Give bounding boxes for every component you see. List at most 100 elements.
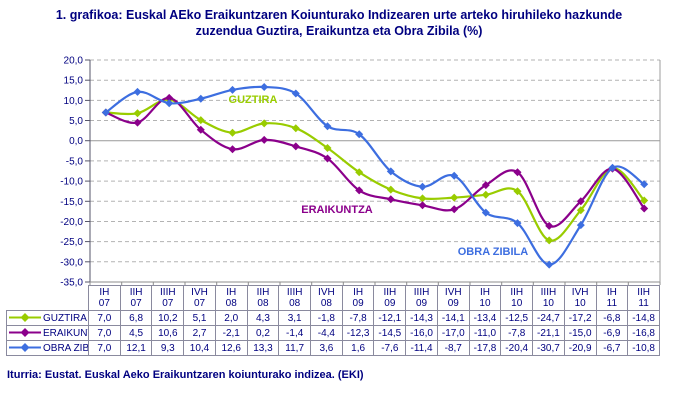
data-point-marker	[481, 208, 490, 217]
series-name: ERAIKUNTZA	[43, 327, 88, 339]
value-cell: -24,7	[532, 310, 565, 326]
column-header: IVH 10	[563, 285, 597, 311]
column-header: IVH 07	[183, 285, 216, 311]
source-note: Iturria: Eustat. Euskal Aeko Eraikuntzar…	[7, 369, 364, 381]
column-header: IIH 09	[373, 285, 407, 311]
data-point-marker	[640, 204, 649, 213]
legend-marker-icon	[9, 342, 41, 352]
column-header: IIIH 07	[151, 285, 185, 311]
value-cell: -12,3	[341, 325, 375, 341]
y-axis-label: -10,0	[60, 177, 83, 188]
data-point-marker	[450, 205, 459, 214]
series-line	[105, 96, 646, 228]
value-cell: 10,4	[183, 340, 216, 356]
y-axis-label: -35,0	[60, 278, 83, 289]
y-axis-label: -20,0	[60, 217, 83, 228]
series-label-eraikuntza: ERAIKUNTZA	[301, 204, 373, 216]
chart-title: 1. grafikoa: Euskal AEko Eraikuntzaren K…	[55, 8, 623, 38]
data-point-marker	[418, 201, 427, 210]
data-point-marker	[545, 260, 554, 269]
data-point-marker	[291, 89, 300, 98]
value-cell: 9,3	[151, 340, 185, 356]
value-cell: -14,8	[627, 310, 660, 326]
value-cell: -7,6	[373, 340, 407, 356]
data-point-marker	[133, 87, 142, 96]
series-name: GUZTIRA	[43, 312, 87, 324]
series-eraikuntza	[101, 93, 649, 230]
gridlines	[90, 59, 660, 263]
value-cell: 10,6	[151, 325, 185, 341]
column-header: IIIH 10	[532, 285, 565, 311]
data-point-marker	[513, 187, 522, 196]
data-point-marker	[291, 142, 300, 151]
table-row: OBRA ZIBILA7,012,19,310,412,613,311,73,6…	[6, 340, 660, 356]
table-row: GUZTIRA 7,0 6,8 10,2 5,1 2,0 4,3 3,1 -1,8 -7,8 -12…	[6, 310, 660, 326]
data-point-marker	[386, 185, 395, 194]
column-header: IH 09	[341, 285, 375, 311]
data-point-marker	[355, 168, 364, 177]
data-point-marker	[165, 93, 174, 102]
value-cell: -4,4	[310, 325, 343, 341]
x-axis	[89, 60, 661, 285]
data-point-marker	[228, 145, 237, 154]
y-axis-label: -15,0	[60, 197, 83, 208]
data-point-marker	[228, 85, 237, 94]
value-cell: -21,1	[532, 325, 565, 341]
value-cell: -20,9	[563, 340, 597, 356]
data-point-marker	[228, 128, 237, 137]
value-cell: 0,2	[246, 325, 280, 341]
table-corner	[7, 286, 89, 311]
value-cell: 12,6	[214, 340, 248, 356]
column-header: IIH 11	[627, 285, 660, 311]
data-point-marker	[576, 221, 585, 230]
data-point-marker	[133, 109, 142, 118]
data-point-marker	[355, 130, 364, 139]
y-axis-label: 5,0	[69, 116, 83, 127]
data-point-marker	[545, 236, 554, 245]
data-point-marker	[640, 196, 649, 205]
value-cell: 3,1	[278, 310, 312, 326]
data-table: IH 07 IIH 07 IIIH 07 IVH 07 IH 08 IIH 08 IIIH 08 IVH 08…	[6, 285, 660, 356]
value-cell: -14,3	[405, 310, 438, 326]
data-point-marker	[133, 118, 142, 127]
y-axis-label: 0,0	[69, 136, 83, 147]
data-point-marker	[291, 124, 300, 133]
data-point-marker	[165, 99, 174, 108]
value-cell: -11,0	[468, 325, 502, 341]
value-cell: -17,0	[436, 325, 470, 341]
data-point-marker	[196, 116, 205, 125]
data-point-marker	[386, 167, 395, 176]
legend-cell-obra-zibila: OBRA ZIBILA	[6, 340, 89, 356]
data-point-marker	[545, 221, 554, 230]
value-cell: -7,8	[500, 325, 534, 341]
data-point-marker	[355, 186, 364, 195]
data-point-marker	[260, 119, 269, 128]
table-row: ERAIKUNTZA7,04,510,62,7-2,10,2-1,4-4,4-1…	[6, 325, 660, 341]
series-guztira	[101, 95, 649, 245]
series-label-guztira: GUZTIRA	[229, 94, 278, 106]
value-cell: 12,1	[119, 340, 153, 356]
data-point-marker	[260, 83, 269, 91]
y-axis-label: 20,0	[64, 56, 84, 67]
value-cell: -20,4	[500, 340, 534, 356]
data-point-marker	[196, 125, 205, 134]
y-axis-label: 10,0	[64, 96, 84, 107]
y-axis-label: -25,0	[60, 237, 83, 248]
value-cell: -15,0	[563, 325, 597, 341]
value-cell: -1,4	[278, 325, 312, 341]
data-point-marker	[513, 168, 522, 177]
series-name: OBRA ZIBILA	[43, 342, 89, 354]
column-header: IH 07	[88, 285, 121, 311]
value-cell: 11,7	[278, 340, 312, 356]
value-cell: -1,8	[310, 310, 343, 326]
data-point-marker	[323, 144, 332, 152]
value-cell: 7,0	[88, 325, 121, 341]
value-cell: 4,5	[119, 325, 153, 341]
line-chart: 20,0 15,0 10,0 5,0 0,0 -5,0 -10,0 -15,0 -20,0 -25…	[60, 56, 661, 289]
column-header: IH 10	[468, 285, 502, 311]
column-header: IVH 08	[310, 285, 343, 311]
value-cell: -8,7	[436, 340, 470, 356]
value-cell: 13,3	[246, 340, 280, 356]
y-axis-label: -5,0	[66, 156, 84, 167]
